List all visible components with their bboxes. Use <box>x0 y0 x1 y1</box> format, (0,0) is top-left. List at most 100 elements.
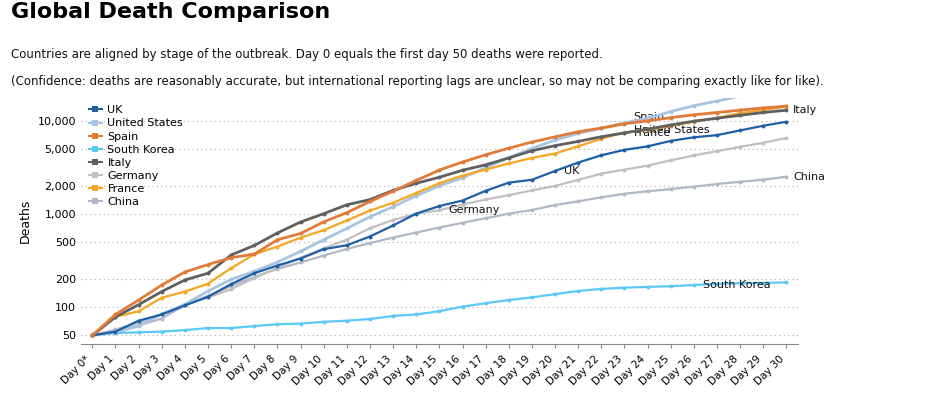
South Korea <box>734 281 746 286</box>
Text: Countries are aligned by stage of the outbreak. Day 0 equals the first day 50 de: Countries are aligned by stage of the ou… <box>11 48 603 61</box>
Italy <box>180 278 191 283</box>
United States <box>734 93 746 98</box>
China <box>202 293 214 298</box>
United States <box>688 103 699 108</box>
China <box>618 191 630 196</box>
UK <box>433 203 445 208</box>
Germany <box>618 167 630 172</box>
Germany <box>549 183 560 188</box>
Italy <box>688 119 699 124</box>
South Korea <box>364 317 375 322</box>
United States <box>318 237 330 242</box>
United States <box>86 333 98 338</box>
UK <box>642 144 654 149</box>
South Korea <box>341 318 352 323</box>
Spain <box>180 269 191 274</box>
China <box>688 184 699 189</box>
South Korea <box>712 281 723 286</box>
France <box>133 309 144 314</box>
China <box>272 266 283 271</box>
France <box>388 200 399 205</box>
Line: Spain: Spain <box>90 104 788 337</box>
UK <box>734 128 746 133</box>
South Korea <box>202 326 214 331</box>
UK <box>410 211 422 216</box>
UK <box>712 133 723 138</box>
Text: South Korea: South Korea <box>703 280 770 290</box>
Italy <box>410 181 422 186</box>
UK <box>110 329 122 334</box>
Germany <box>86 333 98 338</box>
France <box>480 167 491 172</box>
France <box>665 123 676 128</box>
Spain <box>249 251 260 256</box>
Spain <box>457 159 468 164</box>
Italy <box>573 139 584 144</box>
France <box>433 181 445 186</box>
UK <box>156 312 167 317</box>
Germany <box>504 193 515 198</box>
South Korea <box>549 292 560 297</box>
Spain <box>480 152 491 157</box>
Italy <box>618 130 630 135</box>
Spain <box>734 107 746 112</box>
Text: UK: UK <box>564 166 580 176</box>
Germany <box>526 188 538 193</box>
Text: Spain: Spain <box>634 112 665 122</box>
South Korea <box>618 285 630 290</box>
South Korea <box>781 280 792 285</box>
Germany <box>433 208 445 213</box>
Y-axis label: Deaths: Deaths <box>19 199 32 243</box>
United States <box>596 126 607 131</box>
South Korea <box>642 284 654 289</box>
Germany <box>665 158 676 163</box>
United States <box>110 330 122 335</box>
Germany <box>596 171 607 176</box>
Italy <box>433 175 445 180</box>
UK <box>388 223 399 228</box>
Legend: UK, United States, Spain, South Korea, Italy, Germany, France, China: UK, United States, Spain, South Korea, I… <box>86 103 185 209</box>
Germany <box>180 302 191 307</box>
United States <box>364 214 375 219</box>
United States <box>642 116 654 121</box>
Italy <box>249 243 260 248</box>
China <box>318 253 330 258</box>
South Korea <box>480 301 491 306</box>
Line: Germany: Germany <box>90 136 788 337</box>
France <box>272 244 283 249</box>
France <box>110 315 122 320</box>
Germany <box>156 312 167 317</box>
United States <box>665 109 676 114</box>
Germany <box>133 320 144 325</box>
UK <box>249 271 260 276</box>
China <box>642 189 654 194</box>
South Korea <box>433 309 445 314</box>
Germany <box>272 265 283 270</box>
United States <box>156 312 167 317</box>
Germany <box>110 327 122 332</box>
Italy <box>388 188 399 193</box>
Spain <box>781 104 792 109</box>
Italy <box>272 230 283 235</box>
Text: Italy: Italy <box>793 105 818 115</box>
UK <box>757 123 769 128</box>
China <box>364 241 375 246</box>
UK <box>318 247 330 252</box>
Italy <box>202 271 214 276</box>
UK <box>549 168 560 173</box>
China <box>573 199 584 204</box>
UK <box>457 198 468 203</box>
France <box>757 107 769 112</box>
Italy <box>642 127 654 132</box>
China <box>225 283 237 288</box>
South Korea <box>156 329 167 334</box>
South Korea <box>294 321 306 326</box>
Germany <box>573 177 584 182</box>
Italy <box>133 302 144 307</box>
United States <box>504 155 515 160</box>
Italy <box>712 116 723 121</box>
Text: (Confidence: deaths are reasonably accurate, but international reporting lags ar: (Confidence: deaths are reasonably accur… <box>11 75 825 88</box>
UK <box>272 263 283 268</box>
United States <box>433 183 445 188</box>
Spain <box>272 237 283 242</box>
